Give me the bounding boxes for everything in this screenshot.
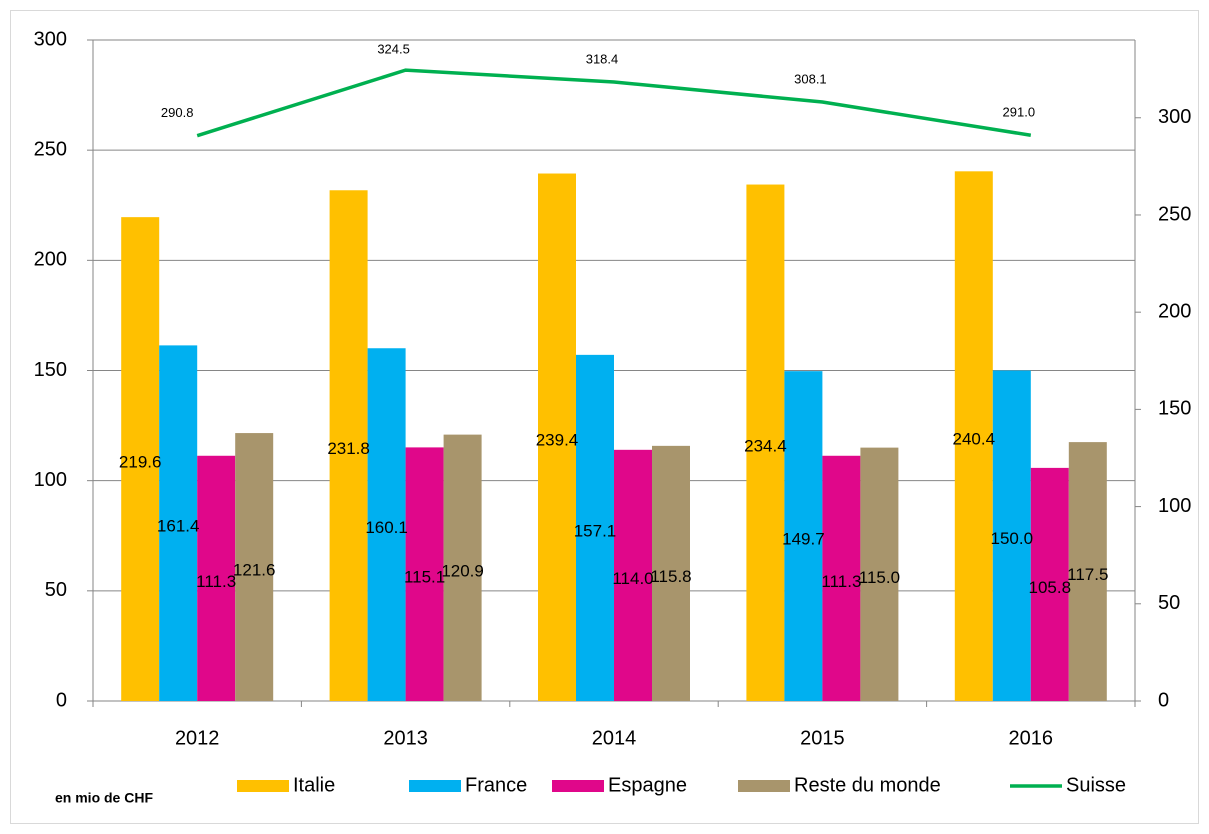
bar xyxy=(405,447,444,701)
y2-tick-label: 0 xyxy=(1158,689,1169,711)
value-label: 115.1 xyxy=(404,568,445,587)
bar xyxy=(538,173,576,702)
value-label: 117.5 xyxy=(1067,565,1108,584)
value-label: 239.4 xyxy=(536,431,579,450)
y2-tick-label: 100 xyxy=(1158,495,1191,517)
value-label: 308.1 xyxy=(794,71,827,86)
value-label: 111.3 xyxy=(821,572,861,591)
x-tick-label: 2016 xyxy=(1009,727,1054,749)
y-tick-label: 150 xyxy=(34,359,67,381)
value-label: 150.0 xyxy=(991,529,1034,548)
bar xyxy=(954,171,993,701)
bar xyxy=(159,345,198,701)
bar xyxy=(1030,467,1069,701)
y-tick-label: 300 xyxy=(34,28,67,50)
bar xyxy=(860,447,899,701)
value-label: 160.1 xyxy=(365,518,408,537)
legend-swatch xyxy=(552,780,604,792)
legend-label: Espagne xyxy=(608,774,687,796)
value-label: 240.4 xyxy=(953,430,996,449)
value-label: 111.3 xyxy=(196,572,236,591)
y-tick-label: 250 xyxy=(34,138,67,160)
value-label: 105.8 xyxy=(1029,578,1072,597)
legend-label: Suisse xyxy=(1066,774,1126,796)
legend-swatch xyxy=(409,780,461,792)
line xyxy=(196,68,1032,138)
bar xyxy=(614,449,652,701)
bar xyxy=(992,370,1031,701)
y-tick-label: 50 xyxy=(45,579,67,601)
x-tick-label: 2012 xyxy=(175,727,220,749)
bar xyxy=(235,433,274,701)
legend-label: France xyxy=(465,774,527,796)
y2-tick-label: 200 xyxy=(1158,300,1191,322)
y-tick-label: 100 xyxy=(34,469,67,491)
value-label: 318.4 xyxy=(586,51,619,66)
bar xyxy=(329,190,368,701)
value-label: 115.8 xyxy=(650,567,691,586)
legend-swatch xyxy=(738,780,790,792)
value-label: 115.0 xyxy=(859,568,900,587)
value-label: 161.4 xyxy=(157,517,200,536)
bar xyxy=(822,455,861,701)
legend-label: Italie xyxy=(293,774,335,796)
bar xyxy=(746,184,785,701)
x-tick-label: 2015 xyxy=(800,727,845,749)
bar xyxy=(197,455,236,701)
bar xyxy=(443,434,482,701)
bar xyxy=(367,348,406,701)
value-label: 114.0 xyxy=(612,569,653,588)
unit-label: en mio de CHF xyxy=(55,790,153,806)
y-tick-label: 0 xyxy=(56,689,67,711)
legend-swatch xyxy=(237,780,289,792)
bar xyxy=(576,354,614,701)
y-tick-label: 200 xyxy=(34,249,67,271)
bar xyxy=(121,217,160,701)
value-label: 120.9 xyxy=(441,561,484,580)
value-label: 121.6 xyxy=(233,561,276,580)
bar xyxy=(1068,442,1107,701)
bar xyxy=(784,371,823,701)
y2-tick-label: 50 xyxy=(1158,592,1180,614)
value-label: 324.5 xyxy=(377,42,410,57)
value-label: 231.8 xyxy=(327,439,370,458)
legend-label: Reste du monde xyxy=(794,774,941,796)
x-tick-label: 2013 xyxy=(383,727,428,749)
x-tick-label: 2014 xyxy=(592,727,637,749)
value-label: 291.0 xyxy=(1003,105,1036,120)
bar xyxy=(652,445,690,701)
value-label: 149.7 xyxy=(782,530,825,549)
value-label: 290.8 xyxy=(161,105,194,120)
value-label: 219.6 xyxy=(119,453,162,472)
y2-tick-label: 250 xyxy=(1158,203,1191,225)
value-label: 234.4 xyxy=(744,436,787,455)
y2-tick-label: 150 xyxy=(1158,398,1191,420)
value-label: 157.1 xyxy=(574,521,617,540)
y2-tick-label: 300 xyxy=(1158,106,1191,128)
